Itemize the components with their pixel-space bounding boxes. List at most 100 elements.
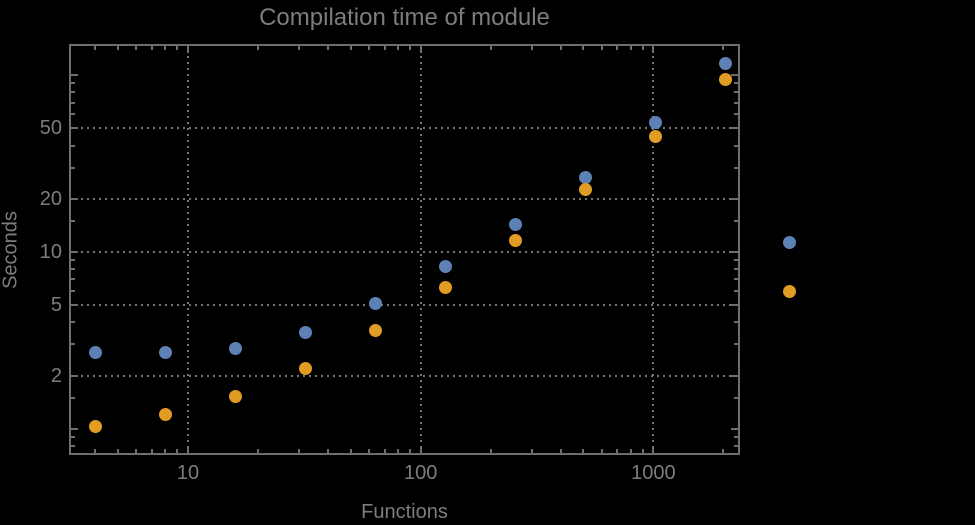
data-point-orange	[369, 323, 383, 337]
x-tick	[176, 46, 179, 50]
frame-right	[738, 44, 740, 455]
x-tick	[135, 449, 138, 453]
y-tick-label: 5	[50, 294, 62, 317]
x-tick	[489, 449, 492, 453]
y-tick	[71, 219, 75, 222]
x-tick	[187, 46, 190, 53]
gridline-horizontal	[69, 304, 740, 307]
y-tick	[734, 113, 738, 116]
y-tick	[71, 444, 75, 447]
data-point-orange	[158, 408, 172, 422]
gridline-horizontal	[69, 250, 740, 253]
y-tick	[734, 321, 738, 324]
x-tick	[257, 449, 260, 453]
x-tick	[150, 449, 153, 453]
y-tick	[731, 127, 738, 130]
y-tick	[734, 166, 738, 169]
data-point-blue	[369, 297, 383, 311]
y-tick	[71, 374, 78, 377]
y-tick	[71, 144, 75, 147]
data-point-blue	[439, 259, 453, 273]
x-tick	[600, 46, 603, 50]
x-tick	[94, 449, 97, 453]
x-tick	[722, 46, 725, 50]
x-tick	[327, 449, 330, 453]
x-tick	[397, 46, 400, 50]
x-tick	[652, 46, 655, 53]
x-tick	[600, 449, 603, 453]
x-tick-label: 100	[404, 462, 438, 484]
x-tick	[298, 46, 301, 50]
y-tick	[71, 250, 78, 253]
x-tick	[409, 46, 412, 50]
x-tick	[383, 46, 386, 50]
y-tick-label: 2	[50, 364, 62, 387]
x-tick	[298, 449, 301, 453]
x-tick	[616, 46, 619, 50]
x-tick	[368, 46, 371, 50]
frame-left	[69, 44, 71, 455]
y-tick	[734, 219, 738, 222]
y-tick	[71, 166, 75, 169]
x-tick	[327, 46, 330, 50]
data-point-orange	[299, 361, 313, 375]
x-tick	[116, 449, 119, 453]
x-tick	[629, 449, 632, 453]
x-tick	[419, 46, 422, 53]
y-tick	[71, 82, 75, 85]
x-tick	[135, 46, 138, 50]
x-tick	[559, 46, 562, 50]
y-tick	[71, 74, 78, 77]
y-tick	[731, 374, 738, 377]
plot-area	[69, 44, 740, 455]
x-tick-label: 1000	[631, 462, 676, 484]
data-point-orange	[579, 182, 593, 196]
frame-top	[69, 44, 740, 46]
x-tick	[349, 46, 352, 50]
y-tick	[71, 113, 75, 116]
x-tick	[616, 449, 619, 453]
y-tick	[734, 444, 738, 447]
data-point-blue	[299, 326, 313, 340]
x-axis-label: Functions	[361, 501, 448, 523]
y-tick	[734, 82, 738, 85]
data-point-blue	[509, 218, 523, 231]
y-tick	[731, 250, 738, 253]
data-point-orange	[88, 420, 102, 434]
legend-marker-blue	[782, 235, 796, 249]
y-tick	[734, 259, 738, 262]
y-tick	[734, 435, 738, 438]
data-point-orange	[649, 129, 663, 143]
x-tick	[530, 449, 533, 453]
gridline-horizontal	[69, 127, 740, 130]
y-tick	[71, 396, 75, 399]
data-point-blue	[579, 170, 593, 184]
y-tick	[734, 278, 738, 281]
data-point-blue	[229, 341, 243, 355]
data-point-orange	[509, 234, 523, 248]
y-tick	[71, 197, 78, 200]
data-point-orange	[439, 280, 453, 294]
frame-bottom	[69, 453, 740, 455]
y-tick	[71, 127, 78, 130]
y-tick	[731, 74, 738, 77]
y-tick	[71, 268, 75, 271]
y-tick	[71, 278, 75, 281]
y-tick-label: 50	[39, 117, 62, 140]
x-tick	[164, 449, 167, 453]
x-tick	[368, 449, 371, 453]
x-tick	[641, 46, 644, 50]
x-tick	[150, 46, 153, 50]
y-tick	[71, 321, 75, 324]
data-point-orange	[229, 389, 243, 403]
y-tick	[71, 91, 75, 94]
x-tick	[559, 449, 562, 453]
chart-title: Compilation time of module	[259, 4, 550, 31]
x-tick	[582, 46, 585, 50]
y-tick	[71, 343, 75, 346]
x-tick	[652, 446, 655, 453]
y-tick	[731, 427, 738, 430]
x-tick	[257, 46, 260, 50]
x-tick	[187, 446, 190, 453]
